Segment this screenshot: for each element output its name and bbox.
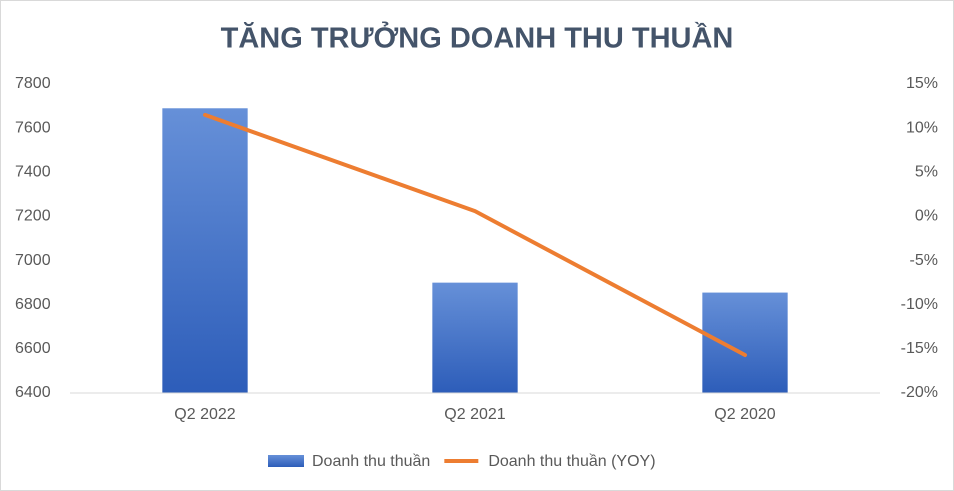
legend-swatch bbox=[268, 455, 304, 467]
y-tick-label: 7600 bbox=[15, 119, 51, 136]
x-tick-label: Q2 2020 bbox=[714, 406, 775, 423]
y2-tick-label: 5% bbox=[915, 164, 938, 181]
bar bbox=[432, 282, 518, 393]
y2-tick-label: -15% bbox=[901, 340, 938, 357]
bar bbox=[162, 108, 248, 394]
y-tick-label: 6400 bbox=[15, 384, 51, 401]
y-tick-label: 6800 bbox=[15, 296, 51, 313]
y2-tick-label: -5% bbox=[910, 252, 938, 269]
line bbox=[203, 112, 747, 358]
x-tick-label: Q2 2022 bbox=[174, 406, 235, 423]
legend-label: Doanh thu thuần (YOY) bbox=[488, 453, 655, 470]
y2-tick-label: 0% bbox=[915, 208, 938, 225]
chart-title: TĂNG TRƯỞNG DOANH THU THUẦN bbox=[221, 21, 734, 55]
y2-tick-label: -10% bbox=[901, 296, 938, 313]
y2-tick-label: 15% bbox=[906, 75, 938, 92]
x-tick-label: Q2 2021 bbox=[444, 406, 505, 423]
y-tick-label: 7800 bbox=[15, 75, 51, 92]
y2-tick-label: -20% bbox=[901, 384, 938, 401]
y-tick-label: 7400 bbox=[15, 164, 51, 181]
y-tick-label: 7000 bbox=[15, 252, 51, 269]
y-tick-label: 7200 bbox=[15, 208, 51, 225]
legend-label: Doanh thu thuần bbox=[312, 453, 430, 470]
y2-tick-label: 10% bbox=[906, 119, 938, 136]
y-tick-label: 6600 bbox=[15, 340, 51, 357]
bar bbox=[702, 292, 788, 393]
